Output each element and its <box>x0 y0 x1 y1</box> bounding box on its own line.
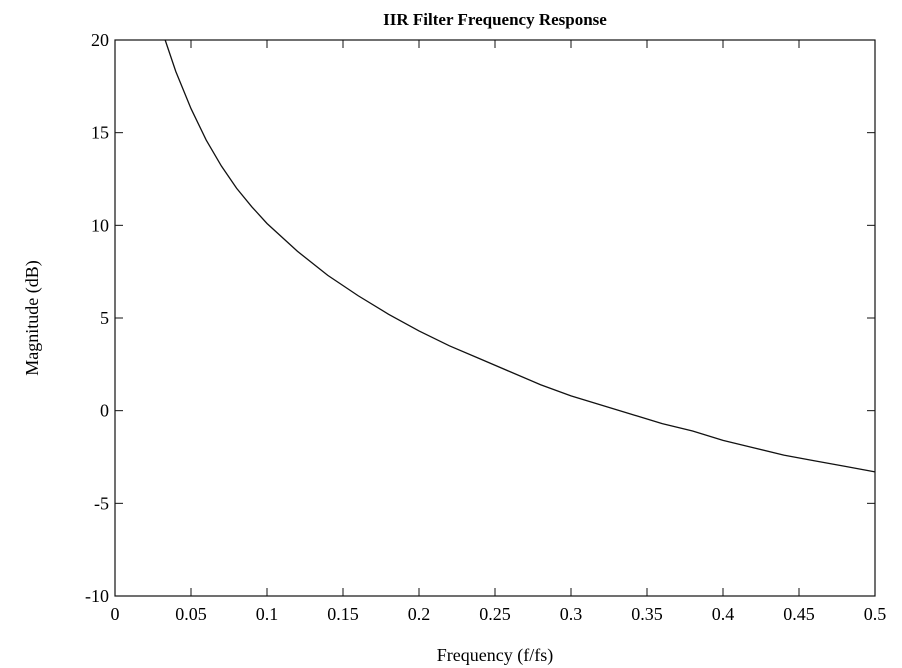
x-tick-label: 0.1 <box>256 604 279 624</box>
x-axis-label: Frequency (f/fs) <box>437 645 553 666</box>
y-axis-label: Magnitude (dB) <box>22 260 43 375</box>
y-tick-label: 10 <box>91 215 109 235</box>
x-axis-ticks: 0 0.05 0.1 0.15 0.2 0.25 0.3 0.35 0.4 0.45 0.5 <box>111 40 887 624</box>
y-tick-label: 5 <box>100 308 109 328</box>
x-tick-label: 0.4 <box>712 604 735 624</box>
series-line <box>164 39 876 473</box>
y-tick-label: 15 <box>91 123 109 143</box>
x-tick-label: 0.05 <box>175 604 207 624</box>
plot-area <box>114 39 876 597</box>
y-tick-label: -10 <box>85 586 109 606</box>
x-tick-label: 0.45 <box>783 604 815 624</box>
y-tick-label: -5 <box>94 493 109 513</box>
y-axis-ticks: -10 -5 0 5 10 15 20 <box>85 30 875 606</box>
y-tick-label: 20 <box>91 30 109 50</box>
y-tick-label: 0 <box>100 401 109 421</box>
x-tick-label: 0.3 <box>560 604 583 624</box>
x-tick-label: 0.5 <box>864 604 887 624</box>
x-tick-label: 0 <box>111 604 120 624</box>
x-tick-label: 0.35 <box>631 604 663 624</box>
chart-title: IIR Filter Frequency Response <box>383 10 607 29</box>
x-tick-label: 0.15 <box>327 604 359 624</box>
x-tick-label: 0.2 <box>408 604 431 624</box>
x-tick-label: 0.25 <box>479 604 511 624</box>
